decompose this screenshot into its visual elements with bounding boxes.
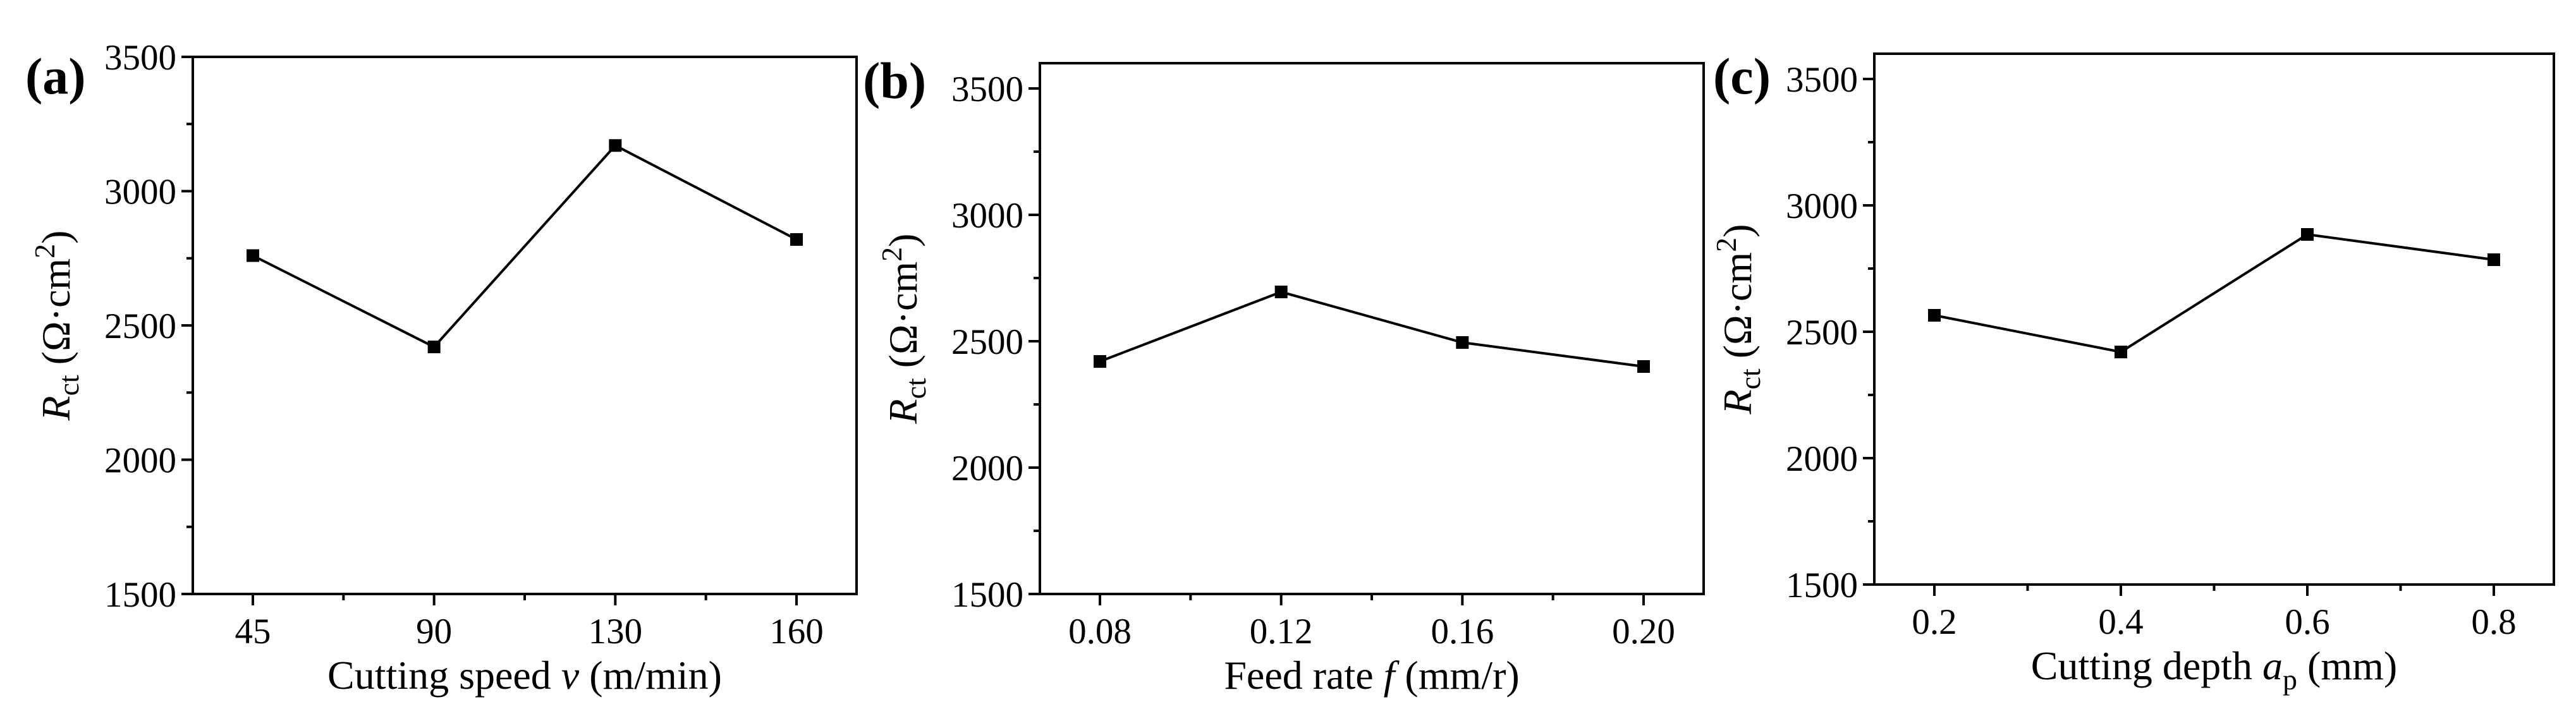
x-tick-label: 130 (589, 612, 643, 651)
y-tick-label: 2000 (104, 441, 176, 481)
plot-frame (1039, 62, 1705, 595)
y-axis-label: Rct (Ω·cm2) (28, 231, 85, 421)
y-tick-label: 2000 (1786, 439, 1858, 479)
data-point (2115, 346, 2127, 358)
x-tick-label: 0.4 (2098, 602, 2143, 642)
y-tick-label: 1500 (104, 575, 176, 615)
chart-panel-a: 1500 2000 2500 3000 3500 45 90 130 160 Cutting sp… (25, 38, 858, 698)
data-point (609, 139, 622, 152)
y-axis-label: Rct (Ω·cm2) (1710, 224, 1766, 415)
data-point (1637, 360, 1650, 373)
plot-frame (192, 56, 858, 595)
series-line (252, 143, 797, 349)
x-tick-label: 0.16 (1431, 612, 1494, 651)
y-tick-label: 3500 (951, 70, 1023, 109)
x-tick-label: 0.6 (2285, 602, 2329, 642)
x-tick-label: 0.08 (1068, 612, 1132, 651)
data-point (427, 341, 441, 353)
y-tick-label: 2500 (951, 322, 1023, 362)
x-tick-label: 0.2 (1912, 602, 1956, 642)
series-line (1934, 233, 2494, 354)
x-tick-label: 0.12 (1250, 612, 1313, 651)
y-tick-label: 3000 (1786, 186, 1858, 226)
y-tick-label: 1500 (1786, 566, 1858, 605)
y-tick-label: 3500 (104, 38, 176, 78)
data-point (2301, 228, 2314, 241)
panel-label: (c) (1713, 47, 1771, 105)
y-tick-label: 2000 (951, 449, 1023, 488)
x-tick-label: 90 (416, 612, 452, 651)
data-point (790, 233, 803, 246)
chart-panel-c: 1500 2000 2500 3000 3500 0.2 0.4 0.6 0.8 Cutting … (1710, 47, 2555, 696)
panel-label: (a) (25, 47, 86, 105)
data-point (247, 249, 259, 262)
chart-panel-b: 1500 2000 2500 3000 3500 0.08 0.12 0.16 0.20 Feed… (863, 52, 1705, 698)
panel-label: (b) (863, 52, 926, 109)
y-tick-label: 1500 (951, 575, 1023, 615)
data-point (1094, 355, 1106, 368)
data-point (2487, 253, 2500, 266)
x-axis-label: Cutting depth ap (mm) (2031, 643, 2397, 696)
y-axis-label: Rct (Ω·cm2) (876, 234, 932, 425)
data-point (1928, 309, 1941, 322)
x-tick-label: 160 (769, 612, 824, 651)
series-line (1099, 290, 1644, 368)
x-tick-label: 0.8 (2471, 602, 2516, 642)
y-tick-label: 2500 (104, 306, 176, 346)
x-axis-label: Cutting speed v (m/min) (327, 653, 722, 698)
y-tick-label: 2500 (1786, 313, 1858, 353)
data-point (1456, 336, 1469, 349)
plot-frame (1873, 52, 2555, 586)
y-tick-label: 3000 (951, 196, 1023, 236)
x-tick-label: 0.20 (1612, 612, 1675, 651)
y-tick-label: 3500 (1786, 60, 1858, 100)
data-point (1274, 286, 1288, 298)
x-axis-label: Feed rate f (mm/r) (1224, 653, 1519, 698)
y-tick-label: 3000 (104, 173, 176, 212)
x-tick-label: 45 (235, 612, 271, 651)
